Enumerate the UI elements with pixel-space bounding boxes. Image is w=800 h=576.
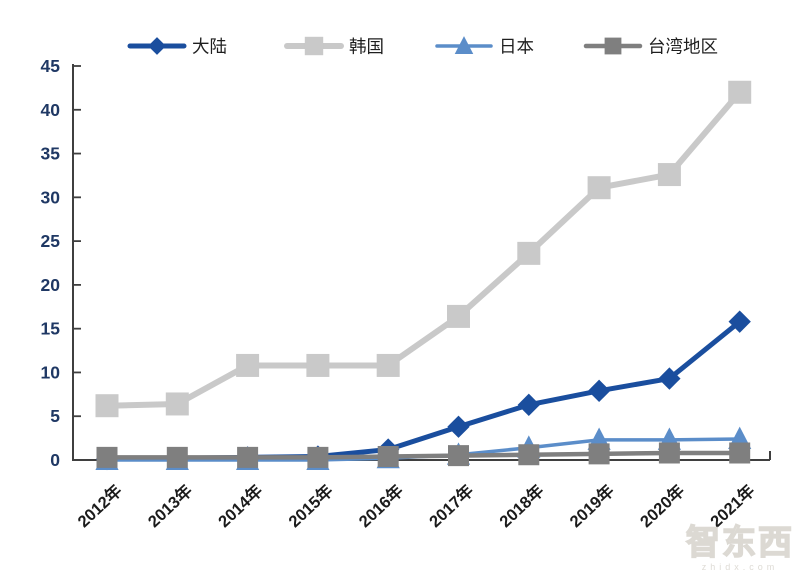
x-tick-label: 2020年 [636,480,689,531]
square-marker [604,37,622,55]
legend-item-韩国: 韩国 [284,36,384,57]
x-tick-label: 2017年 [425,480,478,531]
square-marker [377,445,399,467]
x-tick-label: 2016年 [354,480,407,531]
series-台湾地区 [96,442,751,468]
y-tick-label: 10 [41,362,61,382]
y-tick-label: 25 [41,231,61,251]
y-tick-label: 0 [50,450,60,470]
triangle-marker [454,36,474,54]
diamond-marker [658,367,681,390]
legend-item-日本: 日本 [435,36,534,57]
square-marker [518,444,540,466]
y-tick-label: 15 [41,319,61,339]
square-marker [166,446,188,468]
x-tick-label: 2012年 [73,480,126,531]
y-tick-label: 30 [41,187,61,207]
x-tick-label: 2018年 [495,480,548,531]
square-marker [658,442,680,464]
legend-label: 台湾地区 [648,37,718,57]
y-axis: 0 5 10 15 20 25 30 35 40 45 [41,56,81,470]
series-line [104,450,742,460]
square-marker [96,446,118,468]
square-marker [447,304,470,328]
x-tick-label: 2021年 [706,480,759,531]
square-marker [657,163,681,187]
legend-label: 韩国 [349,37,384,57]
y-tick-label: 5 [50,406,60,426]
diamond-marker [728,310,751,333]
y-tick-label: 20 [41,275,61,295]
square-marker [729,442,751,464]
legend-label: 日本 [499,37,534,57]
diamond-marker [148,37,166,55]
series-大陆 [95,310,751,471]
series-line [104,89,743,409]
y-tick-label: 45 [41,56,61,76]
square-marker [517,241,541,265]
square-marker [307,446,329,468]
legend-item-台湾地区: 台湾地区 [583,37,718,57]
square-marker [236,353,260,377]
square-marker [165,392,189,416]
diamond-marker [587,379,611,402]
diamond-marker [517,393,540,416]
square-marker [587,176,611,200]
square-marker [728,80,752,104]
y-tick-label: 40 [41,100,61,120]
x-tick-label: 2015年 [284,480,337,531]
square-marker [237,446,259,468]
legend-label: 大陆 [192,37,227,57]
legend: 大陆 韩国 日本 台湾地区 [127,36,718,57]
series-韩国 [95,80,752,418]
square-marker [95,394,119,418]
x-tick-label: 2013年 [143,480,196,531]
legend-item-大陆: 大陆 [127,37,227,57]
square-marker [304,36,324,56]
diamond-marker [447,415,470,438]
x-tick-label: 2019年 [565,480,618,531]
square-marker [448,445,469,467]
y-tick-label: 35 [41,144,61,164]
square-marker [588,443,610,465]
x-tick-label: 2014年 [214,480,267,531]
square-marker [376,353,400,377]
series-日本 [95,426,752,470]
square-marker [306,353,330,377]
